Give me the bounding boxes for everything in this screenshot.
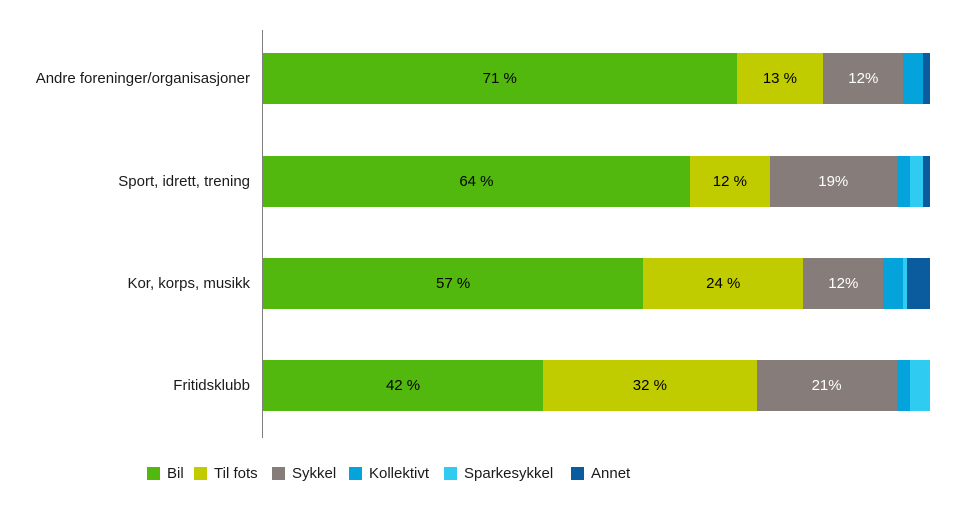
legend-item-bil: Bil	[147, 464, 184, 482]
segment-value-label: 19%	[818, 173, 849, 190]
legend: Bil Til fots Sykkel Kollektivt Sparkesykkel A…	[0, 464, 958, 482]
bar-segment-kollektivt	[896, 360, 910, 411]
segment-value-label: 12%	[828, 275, 859, 292]
legend-label: Annet	[591, 464, 631, 482]
legend-swatch-til-fots	[194, 466, 207, 480]
bar-segment-bil: 71 %	[263, 53, 737, 104]
segment-value-label: 71 %	[482, 70, 517, 87]
bar-segment-annet	[906, 258, 930, 309]
legend-swatch-sykkel	[272, 466, 285, 480]
legend-label: Sykkel	[292, 464, 337, 482]
legend-swatch-annet	[571, 466, 584, 480]
bar-segment-til-fots: 24 %	[643, 258, 804, 309]
bar-row: Sport, idrett, trening 64 % 12 % 19%	[0, 156, 958, 207]
legend-swatch-sparkesykkel	[444, 466, 457, 480]
category-label: Andre foreninger/organisasjoner	[35, 70, 250, 87]
legend-label: Bil	[167, 464, 184, 482]
bar-segment-sykkel: 12%	[823, 53, 904, 104]
segment-value-label: 24 %	[706, 275, 741, 292]
bar-segment-annet	[923, 53, 930, 104]
bar-segment-annet	[923, 156, 930, 207]
bar-segment-bil: 57 %	[263, 258, 644, 309]
category-label: Fritidsklubb	[173, 377, 250, 394]
bar-segment-sparkesykkel	[909, 156, 924, 207]
legend-label: Kollektivt	[369, 464, 430, 482]
bar-row: Fritidsklubb 42 % 32 % 21%	[0, 360, 958, 411]
bar-row: Kor, korps, musikk 57 % 24 % 12%	[0, 258, 958, 309]
legend-item-sykkel: Sykkel	[272, 464, 336, 482]
bar-segment-sparkesykkel	[909, 360, 930, 411]
bar-segment-til-fots: 12 %	[689, 156, 770, 207]
legend-item-sparkesykkel: Sparkesykkel	[444, 464, 553, 482]
category-label: Kor, korps, musikk	[127, 275, 250, 292]
legend-swatch-bil	[147, 466, 160, 480]
segment-value-label: 12%	[848, 70, 879, 87]
bar-segment-bil: 64 %	[263, 156, 690, 207]
y-axis-line	[262, 30, 263, 438]
segment-value-label: 32 %	[632, 377, 667, 394]
legend-swatch-kollektivt	[349, 466, 362, 480]
bar-segment-kollektivt	[903, 53, 924, 104]
segment-value-label: 57 %	[435, 275, 471, 292]
bar: 42 % 32 % 21%	[263, 360, 930, 411]
segment-value-label: 21%	[811, 377, 842, 394]
bar-segment-kollektivt	[896, 156, 910, 207]
legend-item-til-fots: Til fots	[194, 464, 258, 482]
bar: 64 % 12 % 19%	[263, 156, 930, 207]
bar-segment-til-fots: 32 %	[543, 360, 757, 411]
bar-row: Andre foreninger/organisasjoner 71 % 13 % 1…	[0, 53, 958, 104]
segment-value-label: 12 %	[712, 173, 747, 190]
category-label: Sport, idrett, trening	[118, 173, 250, 190]
bar-segment-kollektivt	[883, 258, 904, 309]
bar-segment-til-fots: 13 %	[736, 53, 824, 104]
legend-item-kollektivt: Kollektivt	[349, 464, 429, 482]
bar-segment-sykkel: 19%	[769, 156, 897, 207]
bar-segment-sparkesykkel	[903, 258, 907, 309]
segment-value-label: 42 %	[385, 377, 421, 394]
segment-value-label: 64 %	[459, 173, 494, 190]
segment-value-label: 13 %	[762, 70, 798, 87]
legend-item-annet: Annet	[571, 464, 630, 482]
bar-segment-bil: 42 %	[263, 360, 544, 411]
bar-segment-sykkel: 21%	[756, 360, 897, 411]
bar-segment-sykkel: 12%	[803, 258, 884, 309]
legend-label: Til fots	[214, 464, 258, 482]
legend-label: Sparkesykkel	[464, 464, 554, 482]
bar: 57 % 24 % 12%	[263, 258, 930, 309]
bar: 71 % 13 % 12%	[263, 53, 930, 104]
